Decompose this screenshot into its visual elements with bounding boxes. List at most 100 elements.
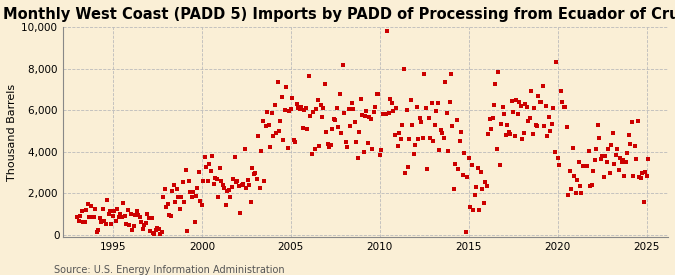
Point	[421, 106, 431, 110]
Point	[483, 132, 493, 136]
Point	[211, 177, 222, 181]
Point	[643, 157, 653, 161]
Point	[195, 199, 206, 203]
Point	[631, 156, 642, 161]
Point	[300, 106, 311, 111]
Point	[284, 108, 295, 113]
Point	[146, 216, 157, 220]
Point	[210, 176, 221, 180]
Point	[271, 131, 281, 136]
Point	[625, 142, 636, 146]
Point	[382, 29, 393, 33]
Point	[170, 200, 181, 205]
Point	[484, 117, 495, 121]
Point	[373, 92, 384, 97]
Point	[427, 101, 437, 105]
Point	[201, 165, 212, 169]
Point	[530, 123, 541, 127]
Point	[431, 109, 441, 113]
Point	[620, 160, 631, 164]
Point	[182, 229, 192, 233]
Point	[443, 149, 454, 154]
Point	[416, 119, 427, 124]
Point	[161, 205, 171, 210]
Point	[164, 213, 175, 218]
Point	[158, 195, 169, 200]
Point	[493, 70, 504, 74]
Point	[153, 226, 164, 231]
Point	[563, 192, 574, 197]
Point	[198, 178, 209, 183]
Point	[542, 134, 553, 139]
Point	[315, 103, 326, 107]
Point	[603, 147, 614, 151]
Point	[472, 166, 483, 170]
Point	[334, 92, 345, 96]
Point	[624, 133, 634, 137]
Point	[111, 219, 122, 224]
Point	[587, 183, 597, 187]
Point	[312, 98, 323, 103]
Point	[434, 148, 445, 152]
Point	[564, 168, 575, 173]
Point	[286, 107, 296, 111]
Point	[425, 136, 435, 140]
Point	[618, 158, 628, 163]
Point	[635, 175, 646, 180]
Point	[585, 184, 596, 188]
Point	[115, 212, 126, 216]
Point	[244, 183, 254, 188]
Point	[246, 200, 256, 204]
Point	[406, 98, 416, 102]
Point	[294, 107, 305, 111]
Point	[380, 112, 391, 116]
Point	[331, 106, 342, 110]
Point	[502, 123, 513, 128]
Point	[466, 163, 477, 167]
Point	[593, 123, 603, 127]
Point	[639, 199, 649, 204]
Point	[288, 138, 299, 142]
Point	[279, 108, 290, 112]
Point	[330, 118, 341, 123]
Point	[290, 139, 301, 144]
Point	[401, 108, 412, 112]
Point	[605, 143, 616, 147]
Point	[452, 118, 462, 122]
Point	[394, 131, 404, 135]
Point	[641, 174, 652, 178]
Point	[465, 205, 476, 209]
Point	[231, 180, 242, 185]
Point	[499, 112, 510, 116]
Point	[186, 195, 197, 200]
Point	[387, 108, 398, 113]
Point	[223, 188, 234, 192]
Point	[496, 122, 507, 126]
Point	[539, 124, 550, 128]
Point	[622, 150, 633, 155]
Point	[342, 145, 352, 149]
Point	[554, 162, 564, 167]
Text: Source: U.S. Energy Information Administration: Source: U.S. Energy Information Administ…	[54, 265, 285, 275]
Point	[178, 180, 188, 185]
Point	[299, 107, 310, 112]
Point	[220, 203, 231, 208]
Point	[364, 115, 375, 119]
Point	[558, 105, 569, 110]
Point	[561, 125, 572, 129]
Point	[375, 153, 385, 157]
Point	[344, 106, 354, 111]
Point	[628, 174, 639, 178]
Point	[422, 167, 433, 171]
Point	[234, 184, 244, 188]
Point	[92, 227, 103, 232]
Point	[423, 116, 434, 121]
Point	[521, 104, 532, 109]
Point	[437, 131, 448, 136]
Point	[250, 171, 261, 175]
Point	[441, 111, 452, 116]
Point	[551, 59, 562, 64]
Point	[370, 104, 381, 109]
Point	[227, 177, 238, 181]
Point	[254, 186, 265, 190]
